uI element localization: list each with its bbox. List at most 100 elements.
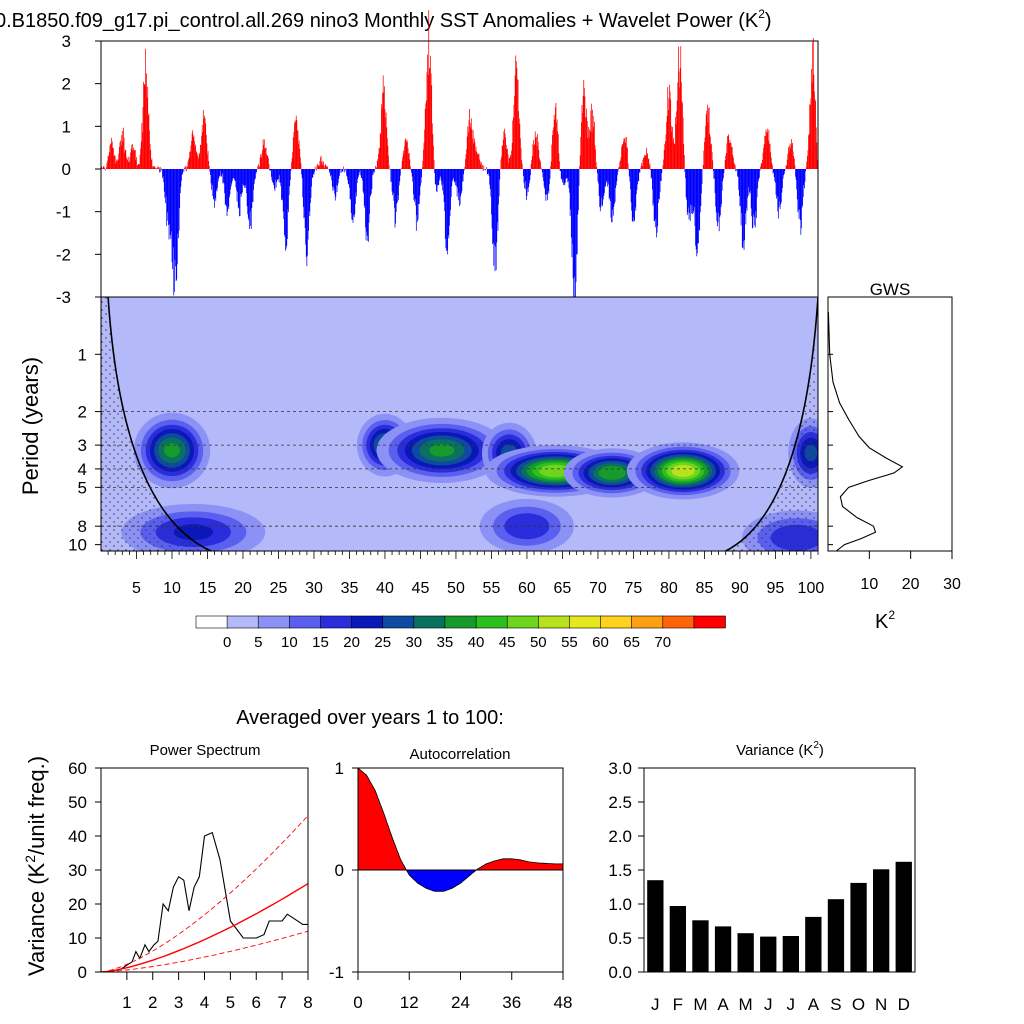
- year-tick-label: 35: [341, 580, 359, 597]
- period-tick-label: 5: [78, 478, 87, 497]
- coi-left-hatch: [101, 297, 212, 551]
- colorbar-swatch: [413, 615, 446, 629]
- year-tick-label: 25: [270, 580, 288, 597]
- period-axis-label: Period (years): [18, 357, 43, 495]
- colorbar-label: 35: [437, 634, 454, 651]
- gws-x-label-superscript: 2: [888, 608, 895, 622]
- variance-bar: [873, 869, 890, 972]
- period-tick-label: 1: [78, 345, 87, 364]
- colorbar-swatch: [537, 615, 571, 629]
- variance-bar: [782, 936, 799, 972]
- power-contour: [598, 465, 626, 480]
- ps-ylabel-tail: /unit freq.): [24, 756, 49, 855]
- ac-negative-fill: [358, 870, 563, 892]
- year-tick-label: 50: [447, 580, 465, 597]
- power-spectrum-y-label: Variance (K2/unit freq.): [22, 756, 49, 976]
- year-tick-label: 60: [518, 580, 536, 597]
- variance-bar: [669, 906, 686, 972]
- gws-panel: 10 20 30: [827, 296, 961, 593]
- ps-x-tick-label: 7: [277, 993, 286, 1012]
- title-text: 0.B1850.f09_g17.pi_control.all.269 nino3…: [0, 10, 759, 32]
- variance-y-tick-label: 1.5: [608, 861, 632, 880]
- variance-title-tail: ): [819, 742, 824, 759]
- year-tick-label: 55: [483, 580, 501, 597]
- variance-bar: [760, 936, 777, 972]
- variance-bar: [714, 926, 732, 972]
- year-tick-label: 90: [731, 580, 749, 597]
- ac-y-tick-label: 1: [335, 759, 344, 778]
- variance-month-label: M: [693, 995, 707, 1014]
- variance-month-label: M: [739, 995, 753, 1014]
- ps-x-tick-label: 2: [148, 993, 157, 1012]
- colorbar-swatch: [693, 615, 726, 629]
- gws-x-label-text: K: [875, 611, 889, 633]
- colorbar-label: 30: [405, 634, 422, 651]
- colorbar-swatch: [226, 615, 260, 629]
- variance-title-superscript: 2: [813, 740, 819, 751]
- wavelet-field: [101, 297, 818, 551]
- colorbar-swatch: [257, 615, 291, 629]
- gws-title: GWS: [870, 280, 911, 299]
- ac-x-tick-label: 12: [400, 993, 419, 1012]
- ps-x-tick-label: 5: [226, 993, 235, 1012]
- variance-y-tick-label: 2.5: [608, 793, 632, 812]
- colorbar-label: 15: [312, 634, 329, 651]
- year-tick-label: 75: [625, 580, 643, 597]
- ac-y-tick-label: 0: [335, 861, 344, 880]
- ps-upper-bound-line: [101, 815, 308, 972]
- variance-bar: [647, 880, 664, 972]
- year-tick-label: 80: [660, 580, 678, 597]
- ac-positive-fill: [358, 768, 563, 870]
- ps-x-tick-label: 6: [252, 993, 261, 1012]
- colorbar-label: 45: [499, 634, 516, 651]
- variance-y-tick-label: 0.0: [608, 963, 632, 982]
- coi-left-line: [107, 297, 212, 551]
- colorbar-label: 60: [592, 634, 609, 651]
- ac-x-tick-label: 0: [353, 993, 362, 1012]
- ps-y-tick-label: 60: [68, 759, 87, 778]
- ps-ylabel-superscript: 2: [22, 855, 38, 863]
- variance-bar: [827, 899, 845, 972]
- colorbar-swatch: [631, 615, 664, 629]
- colorbar-swatch: [475, 615, 509, 629]
- period-tick-label: 10: [68, 536, 87, 555]
- variance-title: Variance (K2): [736, 740, 824, 759]
- ps-x-tick-label: 1: [122, 993, 131, 1012]
- ac-x-tick-label: 36: [502, 993, 521, 1012]
- variance-month-label: J: [787, 995, 796, 1014]
- year-tick-label: 30: [305, 580, 323, 597]
- y-tick-label: 0: [62, 160, 71, 179]
- variance-month-label: J: [651, 995, 660, 1014]
- variance-y-tick-label: 2.0: [608, 827, 632, 846]
- year-tick-label: 45: [412, 580, 430, 597]
- year-tick-label: 85: [696, 580, 714, 597]
- power-contour: [164, 443, 180, 458]
- ps-y-tick-label: 10: [68, 929, 87, 948]
- power-spectrum-plot: [101, 815, 308, 972]
- year-tick-label: 70: [589, 580, 607, 597]
- colorbar-swatch: [351, 615, 384, 629]
- year-tick-label: 5: [132, 580, 141, 597]
- year-tick-label: 65: [554, 580, 572, 597]
- power-contour: [671, 464, 695, 477]
- colorbar-swatch: [662, 615, 695, 629]
- colorbar-swatch: [382, 615, 415, 629]
- year-tick-label: 95: [767, 580, 785, 597]
- variance-month-label: S: [830, 995, 841, 1014]
- year-tick-label: 10: [163, 580, 181, 597]
- variance-month-label: A: [808, 995, 820, 1014]
- period-tick-label: 4: [78, 460, 87, 479]
- ps-spectrum-line: [108, 831, 308, 972]
- subtitle: Averaged over years 1 to 100:: [236, 707, 504, 729]
- autocorrelation-panel: -1 0 1 0 12 24 36 48: [329, 759, 573, 1012]
- colorbar-label: 5: [254, 634, 262, 651]
- title-tail: ): [765, 10, 772, 32]
- colorbar-label: 20: [343, 634, 360, 651]
- colorbar-label: 55: [561, 634, 578, 651]
- year-tick-label: 20: [234, 580, 252, 597]
- ac-curve: [357, 767, 563, 892]
- variance-title-text: Variance (K: [736, 742, 813, 759]
- ac-x-tick-label: 48: [554, 993, 573, 1012]
- timeseries-panel: -3 -2 -1 0 1 2 3: [56, 10, 819, 323]
